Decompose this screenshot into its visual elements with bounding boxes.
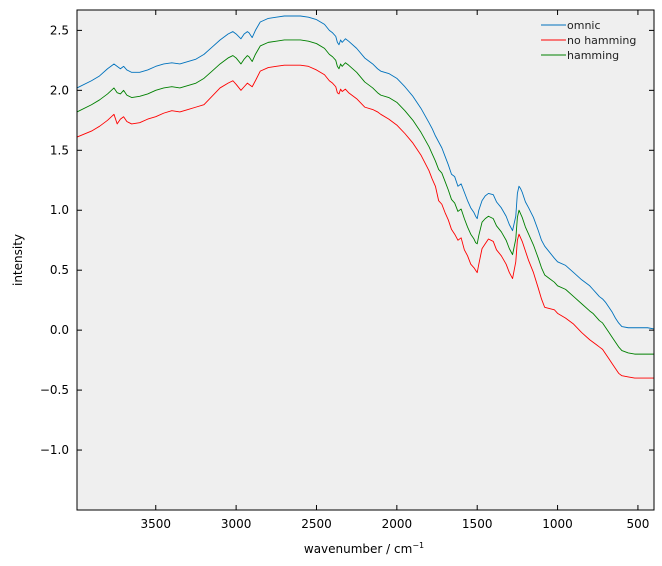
legend-label: hamming [567, 49, 619, 62]
y-tick-label: 1.5 [50, 143, 69, 157]
y-tick-label: −1.0 [40, 443, 69, 457]
legend-label: no hamming [567, 34, 636, 47]
x-tick-label: 3000 [221, 517, 252, 531]
y-axis: −1.0 −0.5 0.0 0.5 1.0 1.5 2.0 2.5 [40, 23, 654, 457]
y-tick-label: 0.0 [50, 323, 69, 337]
plot-background [77, 10, 654, 510]
legend-label: omnic [567, 19, 601, 32]
x-tick-label: 500 [626, 517, 649, 531]
y-tick-label: 1.0 [50, 203, 69, 217]
y-tick-label: 2.0 [50, 83, 69, 97]
x-tick-label: 1000 [542, 517, 573, 531]
y-tick-label: 2.5 [50, 23, 69, 37]
x-axis-title-text: wavenumber / cm [304, 542, 412, 556]
x-tick-label: 3500 [140, 517, 171, 531]
y-tick-label: −0.5 [40, 383, 69, 397]
legend: omnic no hamming hamming [541, 19, 636, 62]
x-axis-title-superscript: −1 [412, 541, 424, 550]
series-line-no-hamming [76, 64, 654, 379]
plot-frame [76, 9, 655, 511]
x-tick-label: 2500 [301, 517, 332, 531]
y-axis-title: intensity [11, 234, 25, 286]
series-line-omnic [76, 15, 655, 330]
x-axis-title: wavenumber / cm−1 [304, 541, 424, 556]
x-tick-label: 2000 [382, 517, 413, 531]
x-axis: 3500 3000 2500 2000 1500 1000 500 [140, 10, 649, 531]
y-tick-label: 0.5 [50, 263, 69, 277]
x-tick-label: 1500 [462, 517, 493, 531]
series-line-hamming [76, 39, 654, 355]
series-layer [76, 15, 655, 379]
